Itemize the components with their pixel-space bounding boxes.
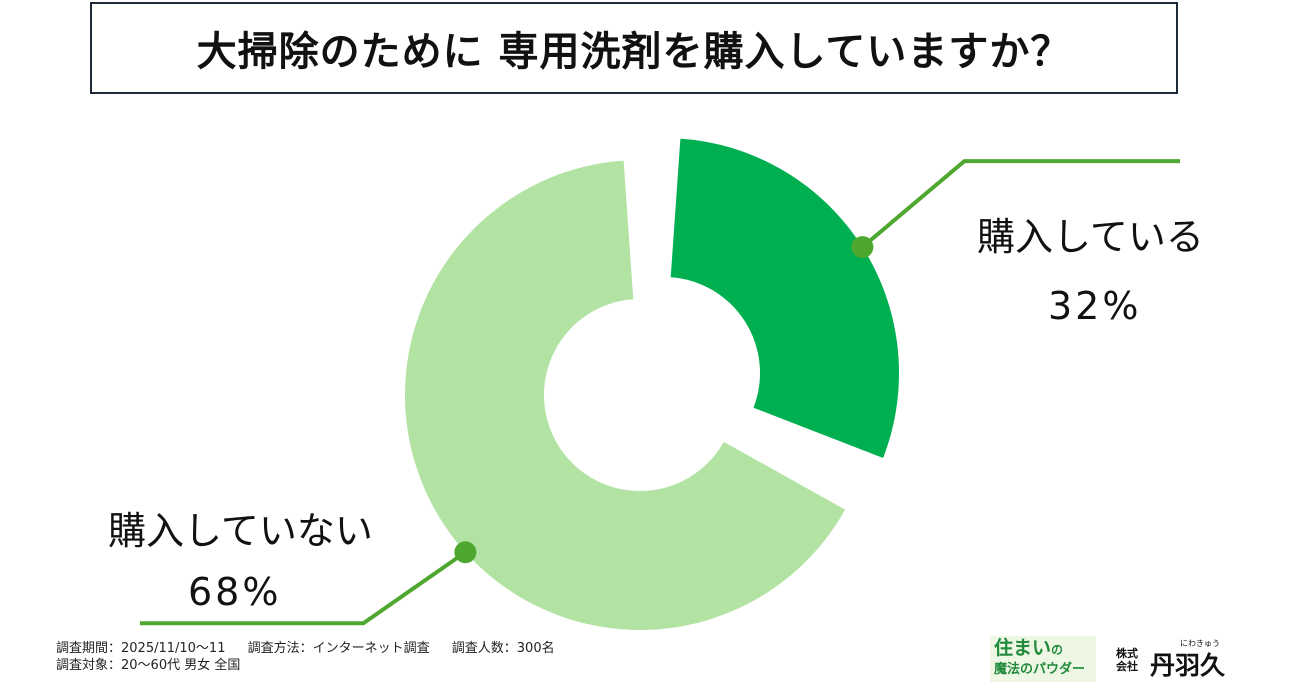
company-name: 丹羽久	[1150, 651, 1226, 680]
company-kind-2: 会社	[1116, 660, 1138, 673]
brand-logo: 住まいの 魔法のパウダー	[990, 636, 1096, 682]
brand-logo-bottom: 魔法のパウダー	[994, 662, 1086, 677]
company-logo: 株式 会社 丹羽久	[1116, 640, 1225, 680]
slice-not-purchasing	[405, 160, 846, 630]
leader-line-purchasing	[861, 159, 1180, 249]
leader-line-not-purchasing	[140, 550, 467, 626]
leader-dot-purchasing	[851, 236, 874, 259]
company-logo-ruby: にわきゅう	[1180, 639, 1220, 648]
slice-purchasing	[670, 138, 899, 458]
category-label-purchasing: 購入している	[977, 215, 1204, 259]
title-box: 大掃除のために 専用洗剤を購入していますか？	[90, 2, 1178, 94]
category-label-not-purchasing: 購入していない	[108, 509, 373, 553]
survey-method: 調査方法：インターネット調査	[247, 641, 430, 656]
survey-target: 調査対象：20～60代 男女 全国	[56, 658, 241, 673]
survey-period: 調査期間：2025/11/10～11	[56, 641, 226, 656]
brand-logo-top: 住まい	[994, 637, 1052, 659]
survey-footer: 調査期間：2025/11/10～11 調査方法：インターネット調査 調査人数：3…	[56, 640, 555, 674]
leader-dot-not-purchasing	[454, 541, 477, 564]
survey-sample: 調査人数：300名	[451, 641, 555, 656]
chart-title: 大掃除のために 専用洗剤を購入していますか？	[196, 29, 1072, 75]
value-label-purchasing: 32%	[1048, 284, 1142, 328]
company-kind-1: 株式	[1116, 647, 1138, 660]
value-label-not-purchasing: 68%	[188, 570, 282, 614]
brand-logo-particle: の	[1051, 643, 1064, 657]
